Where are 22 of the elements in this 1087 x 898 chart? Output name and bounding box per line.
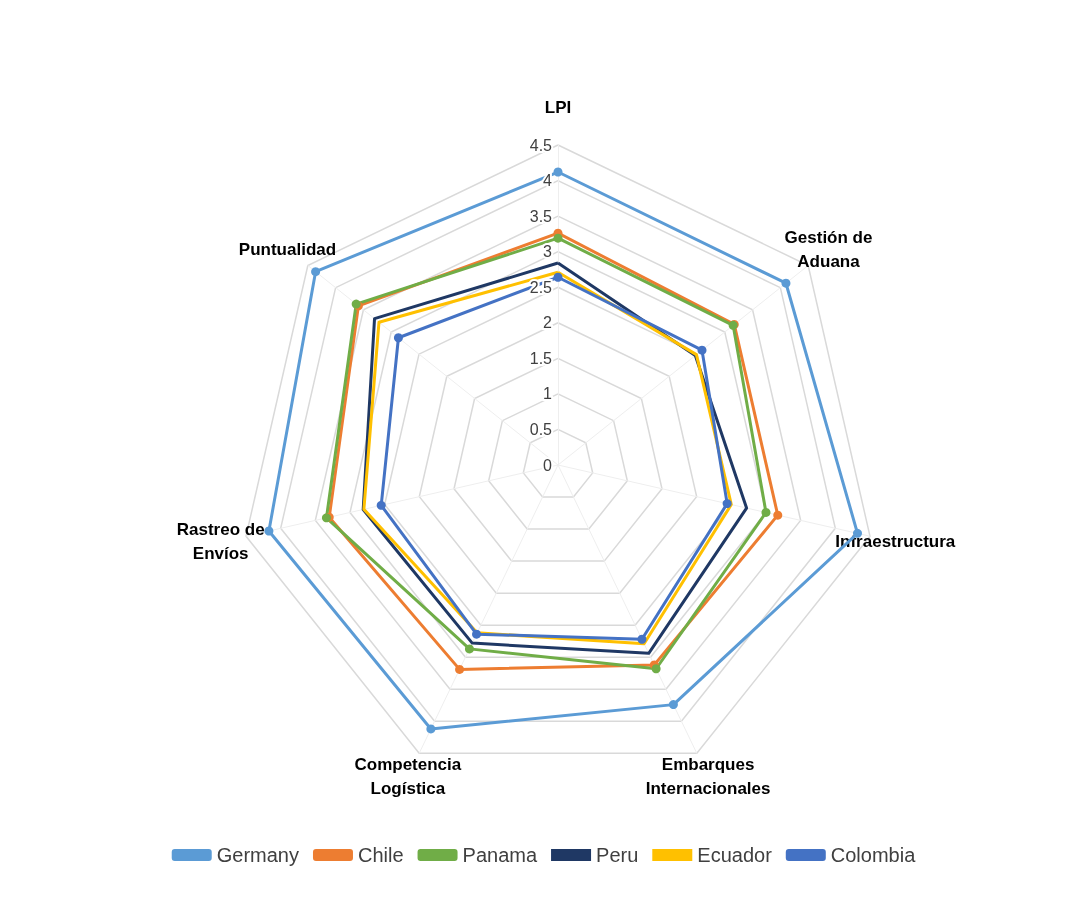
y-tick-label: 3.5 [529,207,553,225]
y-tick-label: 1 [543,385,553,403]
spoke-label: LPI [544,97,572,117]
y-tick-label: 0 [543,456,553,474]
y-tick-label: 2 [543,314,553,332]
legend-label: Ecuador [697,844,773,866]
spoke-label: Competencia Logística [354,755,462,799]
y-tick-label: 3 [543,243,553,261]
spoke-label: Embarques Internacionales [645,755,771,799]
legend-label: Chile [357,844,404,866]
y-tick-label: 0.5 [529,420,553,438]
y-tick-label: 4 [543,172,553,190]
y-tick-label: 1.5 [529,349,553,367]
spoke-label: Puntualidad [238,239,337,259]
legend-label: Germany [216,844,299,866]
legend-label: Colombia [830,844,917,866]
spoke-label: Gestión de Aduana [784,227,873,271]
y-tick-label: 2.5 [529,278,553,296]
y-tick-label: 4.5 [529,136,553,154]
legend-label: Peru [596,844,639,866]
spoke-label: Rastreo de Envíos [176,520,265,564]
legend-label: Panama [462,844,538,866]
